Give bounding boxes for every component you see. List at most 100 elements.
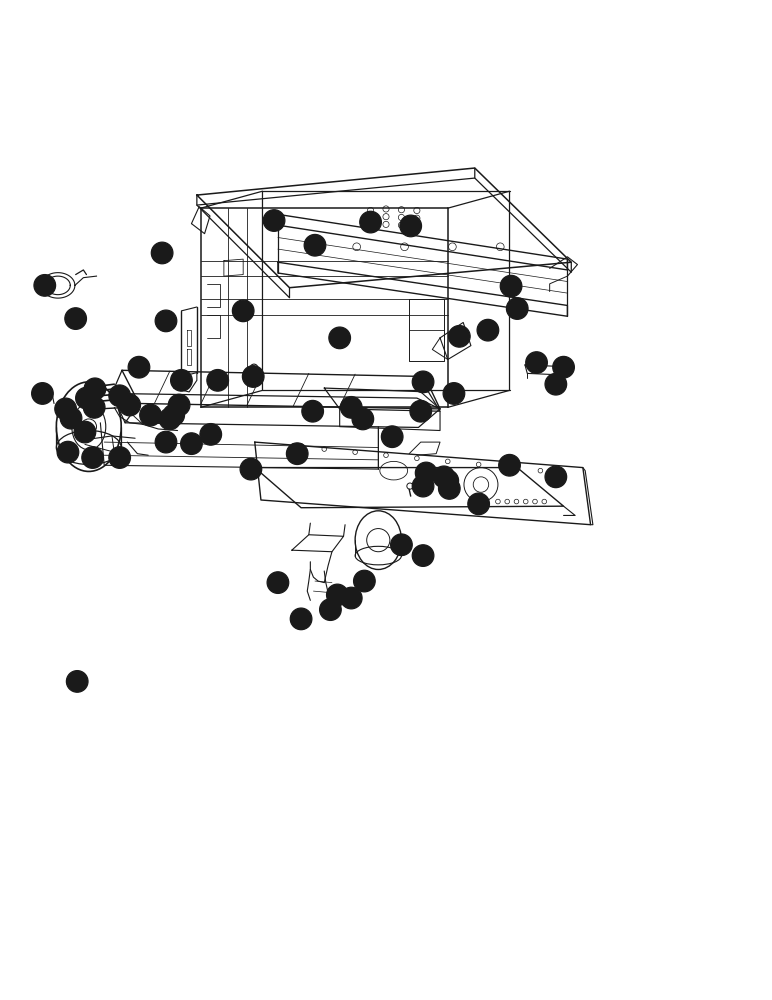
Circle shape [545,466,567,488]
Text: 2: 2 [553,472,559,481]
Circle shape [553,356,574,378]
Text: 10: 10 [503,461,516,470]
Text: 4: 4 [294,449,300,458]
Circle shape [415,462,437,484]
Text: 13: 13 [144,411,157,420]
Text: 29: 29 [168,411,180,420]
Text: 50: 50 [417,482,429,491]
Circle shape [412,545,434,566]
Circle shape [171,370,192,391]
Circle shape [391,534,412,556]
Circle shape [159,408,181,430]
Circle shape [354,570,375,592]
Text: 42: 42 [448,389,460,398]
Circle shape [66,671,88,692]
Circle shape [433,466,455,488]
Circle shape [477,319,499,341]
Circle shape [181,433,202,454]
Circle shape [381,426,403,448]
Text: 54: 54 [185,439,198,448]
Text: 38: 38 [442,476,454,485]
Text: 49: 49 [420,468,432,477]
Circle shape [340,397,362,418]
Circle shape [128,356,150,378]
Text: 30: 30 [173,401,185,410]
Circle shape [57,441,79,463]
Text: 9: 9 [215,376,221,385]
Circle shape [499,454,520,476]
Circle shape [506,298,528,319]
Text: 24: 24 [88,403,100,412]
Circle shape [109,385,130,407]
Text: 16: 16 [205,430,217,439]
Text: 25: 25 [80,394,93,403]
Text: 23: 23 [89,384,101,393]
Circle shape [412,371,434,393]
Circle shape [400,215,422,237]
Circle shape [242,366,264,387]
Text: 40: 40 [156,248,168,257]
Circle shape [449,326,470,347]
Text: 8: 8 [178,376,185,385]
Text: 57: 57 [39,281,51,290]
Text: 53: 53 [268,216,280,225]
Circle shape [140,404,161,426]
Circle shape [327,584,348,606]
Text: 20: 20 [417,551,429,560]
Circle shape [163,404,185,426]
Text: 21: 21 [160,316,172,325]
Text: 7: 7 [360,414,366,423]
Text: 43: 43 [309,241,321,250]
Circle shape [207,370,229,391]
Text: 8: 8 [476,499,482,508]
Text: 59: 59 [530,358,543,367]
Circle shape [34,275,56,296]
Text: 15: 15 [247,372,259,381]
Circle shape [329,327,350,349]
Text: 60: 60 [557,363,570,372]
Circle shape [155,310,177,332]
Circle shape [65,308,86,329]
Circle shape [352,408,374,430]
Text: 31: 31 [164,414,176,423]
Text: 51: 51 [364,218,377,227]
Circle shape [60,407,82,429]
Circle shape [304,234,326,256]
Circle shape [545,373,567,395]
Circle shape [168,394,190,416]
Text: 24: 24 [79,428,91,437]
Text: 35: 35 [345,594,357,603]
Text: 34: 34 [272,578,284,587]
Text: 9: 9 [446,484,452,493]
Circle shape [500,275,522,297]
Circle shape [438,478,460,499]
Circle shape [55,398,76,420]
Text: 11: 11 [386,432,398,441]
Text: 17: 17 [36,389,49,398]
Text: 19: 19 [395,540,408,549]
Text: 7: 7 [310,407,316,416]
Circle shape [340,587,362,609]
Text: 1: 1 [74,677,80,686]
Text: 14: 14 [160,438,172,447]
Text: 42: 42 [69,314,82,323]
Text: 18: 18 [59,404,72,413]
Text: 46: 46 [505,282,517,291]
Text: 37: 37 [245,465,257,474]
Text: 3: 3 [441,472,447,481]
Circle shape [74,421,96,443]
Circle shape [437,470,459,492]
Circle shape [263,210,285,231]
Text: 5: 5 [418,407,424,416]
Circle shape [526,352,547,373]
Text: 33: 33 [295,614,307,623]
Circle shape [360,211,381,233]
Circle shape [155,431,177,453]
Text: 41: 41 [417,377,429,386]
Text: 52: 52 [237,306,249,315]
Text: 29: 29 [113,453,126,462]
Circle shape [151,242,173,264]
Text: 36: 36 [358,577,371,586]
Text: 44: 44 [405,221,417,230]
Circle shape [232,300,254,322]
